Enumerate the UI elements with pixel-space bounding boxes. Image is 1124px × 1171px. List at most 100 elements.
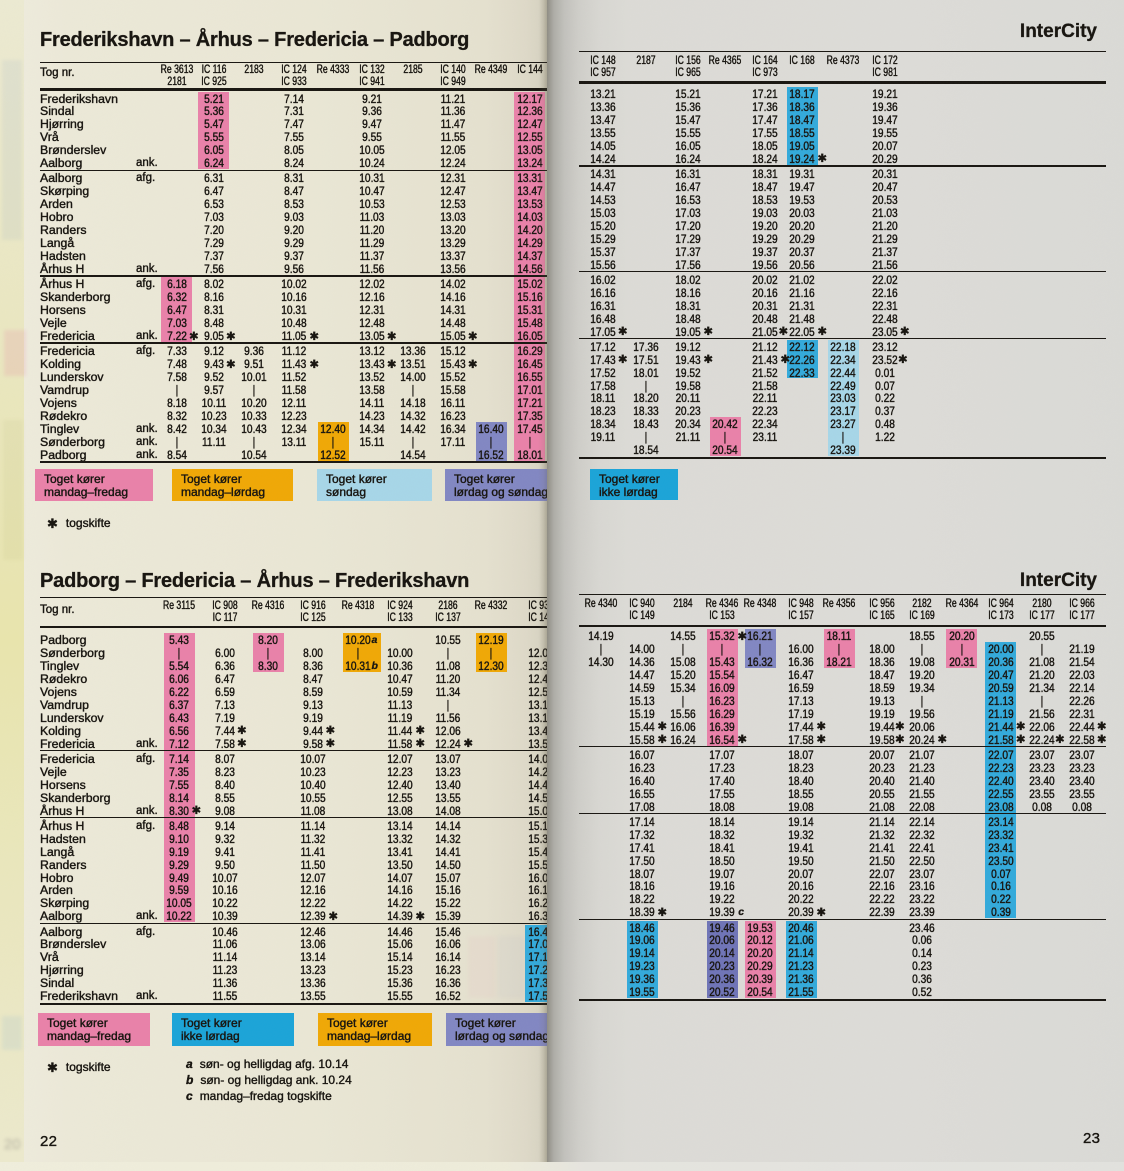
time-value: 0.36 xyxy=(912,972,932,987)
time-value: 21.20 xyxy=(871,218,898,233)
time-value: 19.36 xyxy=(871,99,898,114)
time-value: 8.23 xyxy=(214,764,235,779)
legend-service-days: Toget kører ikke lørdag xyxy=(172,1013,294,1046)
time-value: 7.44 xyxy=(214,723,235,738)
time-value: 18.24 xyxy=(752,151,778,166)
station-label: Hobro xyxy=(40,870,74,885)
togskifte-star-icon: ✱ xyxy=(328,910,338,923)
station-label: Fredericia xyxy=(40,344,95,359)
togskifte-star-icon: ✱ xyxy=(237,725,247,738)
time-value: 12.19 xyxy=(478,633,504,647)
togskifte-star-icon: ✱ xyxy=(1055,734,1065,747)
time-value: 9.57 xyxy=(203,383,224,397)
togskifte-star-icon: ✱ xyxy=(899,326,910,338)
train-number: IC 125 xyxy=(300,610,326,624)
time-value: 9.20 xyxy=(284,223,304,238)
time-value: 13.05 xyxy=(358,329,385,343)
time-value: 15.52 xyxy=(439,370,466,385)
time-value: 20.23 xyxy=(675,404,701,419)
time-value: 20.55 xyxy=(868,786,895,801)
time-value: 20.29 xyxy=(871,151,898,166)
time-value: 21.50 xyxy=(868,853,895,868)
ank-afg-label: afg. xyxy=(136,345,156,358)
time-value: 15.37 xyxy=(589,244,616,259)
time-value: 15.44 xyxy=(629,719,655,734)
time-value: | xyxy=(177,645,181,660)
time-value: 23.41 xyxy=(987,840,1014,855)
time-value: 8.55 xyxy=(214,790,235,805)
time-value: 20.22 xyxy=(788,892,814,907)
bleed-through-ghost xyxy=(2,60,22,240)
time-value: 15.46 xyxy=(435,924,461,939)
time-value: 14.46 xyxy=(387,924,413,939)
intercity-logo: InterCity xyxy=(1019,21,1097,42)
time-value: 18.31 xyxy=(675,298,701,313)
footnote-marker: a xyxy=(186,1056,193,1071)
time-value: 16.11 xyxy=(440,395,465,410)
time-value: | xyxy=(331,434,335,449)
time-value: 20.40 xyxy=(868,773,895,788)
time-value: 15.07 xyxy=(435,870,461,885)
route-title-southbound: Frederikshavn – Århus – Fredericia – Pad… xyxy=(40,29,470,51)
station-label: Sønderborg xyxy=(40,645,105,660)
footnote-a: a søn- og helligdag afg. 10.14 xyxy=(186,1056,349,1071)
time-value: 0.16 xyxy=(990,879,1011,894)
time-value: 10.55 xyxy=(300,790,326,805)
togskifte-star-icon: ✱ xyxy=(816,721,826,734)
station-label: Frederikshavn xyxy=(40,989,118,1004)
time-value: 21.29 xyxy=(871,231,898,246)
time-value: 19.08 xyxy=(788,799,814,814)
time-value: 7.58 xyxy=(214,736,235,751)
table-rule xyxy=(40,596,547,598)
table-rule xyxy=(40,816,547,819)
time-value: 21.14 xyxy=(788,946,814,961)
train-number: IC 957 xyxy=(589,65,616,79)
time-value: 11.58 xyxy=(387,736,413,751)
time-value: 11.37 xyxy=(359,249,384,264)
station-label: Aalborg xyxy=(40,909,83,924)
station-label: Langå xyxy=(40,844,75,859)
time-value: 0.08 xyxy=(1031,799,1052,814)
time-value: 6.05 xyxy=(203,143,224,158)
time-value: 10.07 xyxy=(211,870,238,885)
bleed-through-ghost xyxy=(468,936,496,998)
time-value: 12.30 xyxy=(478,658,504,673)
time-value: 19.58 xyxy=(868,732,895,747)
station-label: Vejle xyxy=(40,316,67,331)
time-value: 23.55 xyxy=(1028,786,1055,801)
time-value: 16.39 xyxy=(709,719,735,734)
time-value: 12.24 xyxy=(435,736,461,751)
legend-text: mandag–lørdag xyxy=(181,485,266,499)
time-value: 19.50 xyxy=(788,853,814,868)
time-value: | xyxy=(411,434,415,449)
time-value: 18.55 xyxy=(788,786,814,801)
time-value: 20.20 xyxy=(747,946,773,961)
station-label: Århus H xyxy=(40,262,85,277)
time-value: | xyxy=(720,641,724,656)
train-number: IC 925 xyxy=(200,73,227,88)
station-label: Skørping xyxy=(40,896,90,911)
togskifte-star-icon: ✱ xyxy=(816,734,826,747)
time-value: 5.54 xyxy=(169,658,189,673)
time-value: 19.56 xyxy=(752,257,778,272)
ank-afg-label: ank. xyxy=(136,448,158,461)
train-number: IC 177 xyxy=(1028,608,1055,622)
time-value: 16.40 xyxy=(629,773,655,788)
togskifte-star-icon: ✱ xyxy=(47,1060,58,1075)
togskifte-star-icon: ✱ xyxy=(191,805,202,818)
time-value: 21.16 xyxy=(789,285,815,300)
time-value: | xyxy=(252,434,256,449)
time-value: 6.36 xyxy=(214,658,235,673)
time-value: 14.24 xyxy=(589,151,616,166)
time-value: 21.02 xyxy=(789,272,815,287)
time-value: 11.20 xyxy=(435,671,461,686)
time-value: 14.59 xyxy=(629,680,655,695)
time-value: 14.50 xyxy=(435,857,461,872)
time-value: 10.22 xyxy=(211,896,238,911)
time-value: 22.05 xyxy=(789,324,815,339)
time-value: 10.05 xyxy=(358,143,385,158)
table-rule xyxy=(579,270,1106,273)
station-label: Randers xyxy=(40,857,87,872)
station-label: Randers xyxy=(40,223,87,238)
togskifte-star-icon: ✱ xyxy=(309,330,319,343)
